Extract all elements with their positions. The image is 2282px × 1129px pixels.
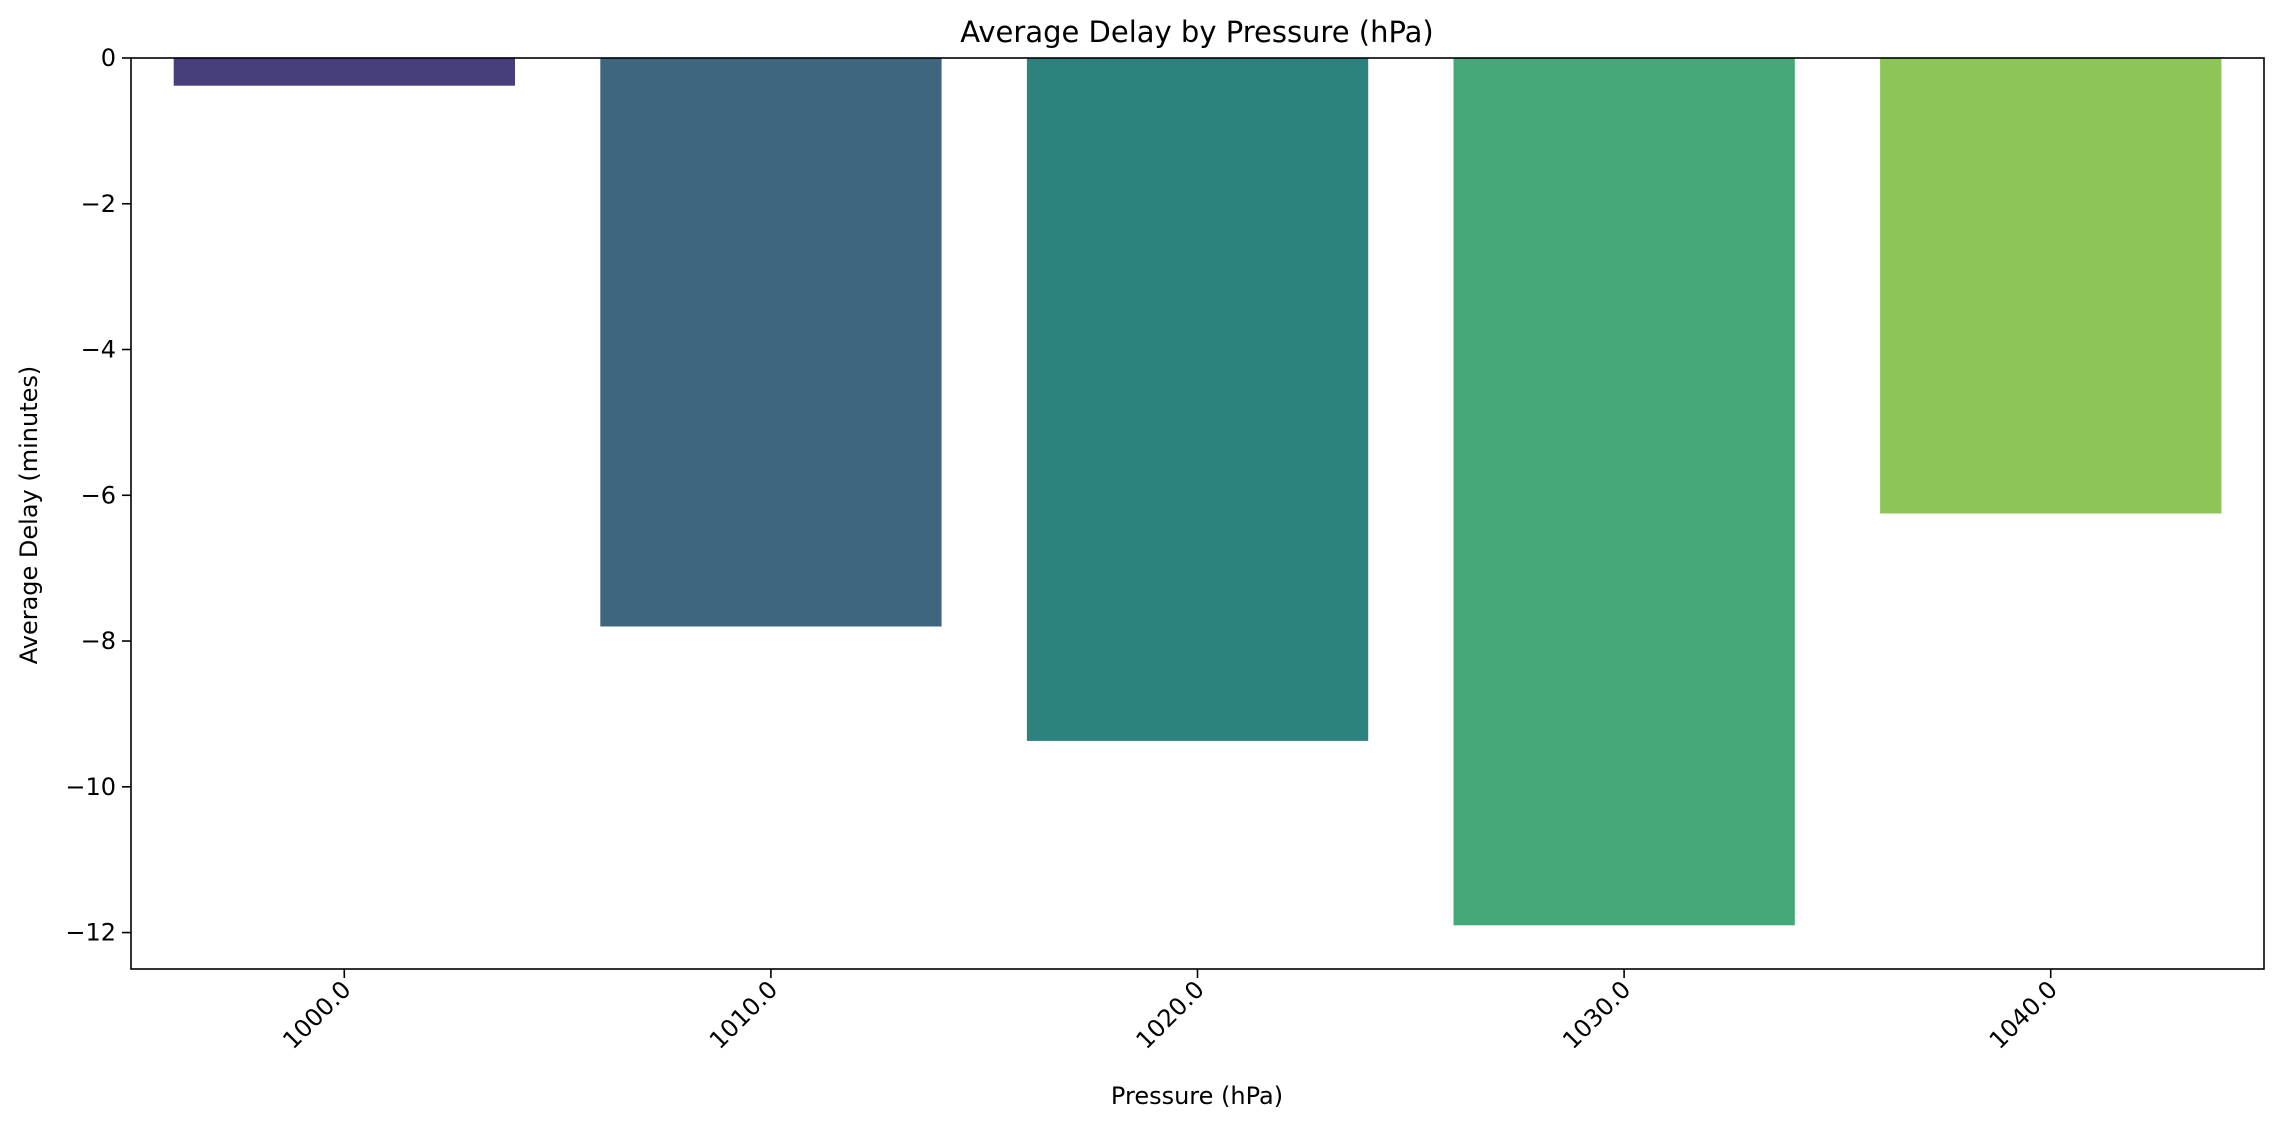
x-axis-label: Pressure (hPa) — [1111, 1082, 1283, 1110]
chart-title: Average Delay by Pressure (hPa) — [960, 15, 1434, 49]
x-tick-label: 1010.0 — [704, 975, 783, 1054]
x-tick-label: 1020.0 — [1131, 975, 1210, 1054]
x-axis-ticks: 1000.0 1010.0 1020.0 1030.0 1040.0 — [277, 969, 2063, 1055]
x-tick-label: 1030.0 — [1557, 975, 1636, 1054]
bar-1020.0 — [1026, 58, 1369, 741]
y-axis-ticks: 0 −2 −4 −6 −8 −10 −12 — [65, 44, 131, 947]
bar-1000.0 — [173, 58, 515, 86]
bar-1030.0 — [1453, 58, 1795, 926]
y-tick-label: −4 — [81, 336, 116, 364]
bar-1010.0 — [600, 58, 942, 627]
y-axis-label: Average Delay (minutes) — [15, 366, 43, 665]
y-tick-label: −10 — [65, 773, 116, 801]
x-tick-label: 1000.0 — [277, 975, 356, 1054]
y-tick-label: −12 — [65, 919, 116, 947]
y-tick-label: −6 — [81, 481, 116, 509]
plot-frame — [130, 57, 2265, 970]
bar-1040.0 — [1880, 58, 2222, 514]
x-tick-label: 1040.0 — [1984, 975, 2063, 1054]
y-tick-label: 0 — [101, 44, 116, 72]
y-tick-label: −2 — [81, 190, 116, 218]
bars-layer — [173, 58, 2222, 926]
y-tick-label: −8 — [81, 627, 116, 655]
